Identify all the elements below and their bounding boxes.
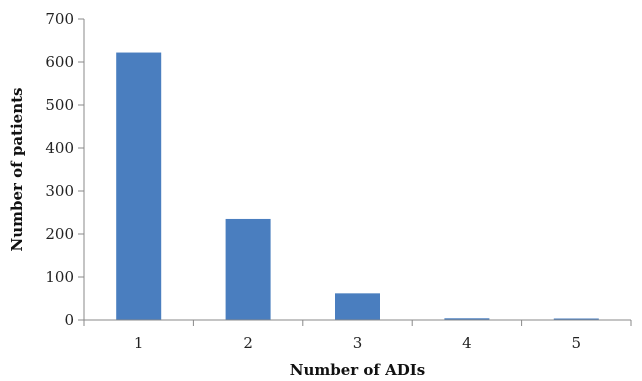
x-tick-label: 4 (462, 334, 472, 352)
y-tick-label: 700 (45, 10, 74, 28)
bar-5 (553, 318, 599, 320)
x-axis-ticks: 1 2 3 4 5 (83, 320, 632, 352)
bars (116, 52, 599, 320)
y-tick-label: 200 (45, 225, 74, 243)
y-tick-label: 300 (45, 182, 74, 200)
bar-2 (225, 218, 271, 320)
x-tick-label: 3 (353, 334, 363, 352)
y-tick-label: 0 (64, 311, 74, 329)
x-tick-label: 2 (243, 334, 253, 352)
x-tick-label: 5 (572, 334, 582, 352)
y-tick-label: 400 (45, 139, 74, 157)
x-tick-label: 1 (134, 334, 144, 352)
y-axis-title: Number of patients (8, 88, 26, 252)
y-axis-ticks: 0 100 200 300 400 500 600 700 (45, 10, 84, 329)
y-tick-label: 100 (45, 268, 74, 286)
y-tick-label: 500 (45, 96, 74, 114)
bar-3 (335, 293, 380, 320)
x-axis-title: Number of ADIs (290, 361, 425, 379)
bar-1 (116, 52, 162, 320)
y-tick-label: 600 (45, 53, 74, 71)
bar-4 (444, 318, 490, 320)
